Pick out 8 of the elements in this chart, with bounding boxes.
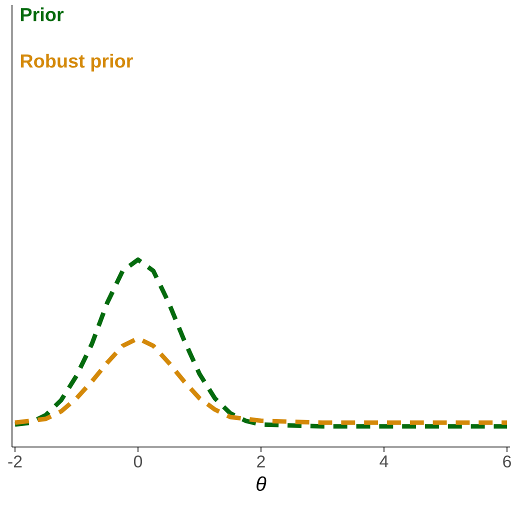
text: Prior	[20, 7, 64, 22]
x-tick-label: -2	[8, 456, 22, 468]
x-axis-title: θ	[256, 476, 266, 491]
x-tick-label: 6	[503, 456, 511, 468]
x-tick-label: 2	[257, 456, 265, 468]
x-tick-label: 4	[380, 456, 388, 468]
x-tick-label: 0	[134, 456, 142, 468]
text: Robust prior	[20, 54, 133, 72]
